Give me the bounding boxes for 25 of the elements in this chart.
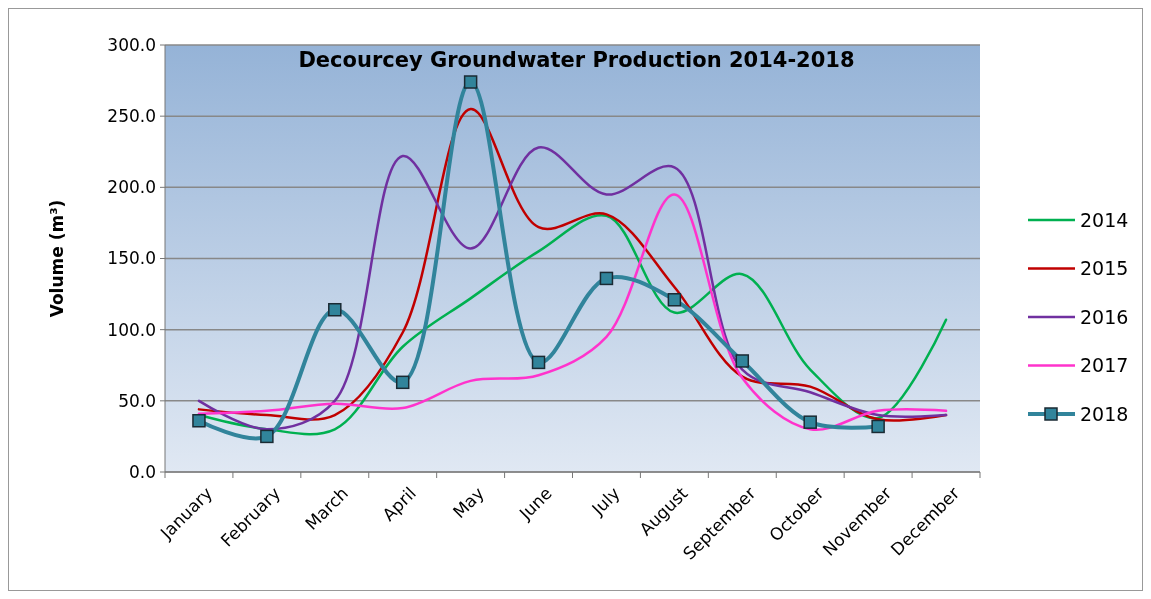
y-tick-label: 100.0	[107, 319, 156, 340]
point	[599, 271, 614, 286]
point	[803, 415, 817, 429]
y-axis-title: Volume (m³)	[47, 199, 67, 318]
legend-label: 2014	[1080, 208, 1129, 231]
legend-label: 2016	[1080, 305, 1129, 328]
point	[260, 429, 274, 444]
point	[531, 355, 546, 370]
point	[735, 354, 750, 368]
point	[871, 419, 885, 434]
y-tick-label: 50.0	[118, 390, 156, 411]
legend-label: 2017	[1080, 354, 1129, 377]
chart-title: Decourcey Groundwater Production 2014-2018	[298, 48, 855, 72]
y-tick-label: 0.0	[128, 461, 156, 482]
point	[463, 75, 478, 89]
point	[328, 302, 342, 317]
legend-label: 2018	[1080, 402, 1129, 425]
point	[192, 414, 206, 428]
legend-label: 2015	[1080, 257, 1129, 280]
y-tick-label: 250.0	[107, 106, 156, 127]
point	[667, 293, 682, 307]
y-tick-label: 300.0	[107, 34, 156, 55]
y-tick-label: 150.0	[107, 248, 156, 269]
point	[395, 375, 410, 390]
y-tick-label: 200.0	[107, 177, 156, 198]
